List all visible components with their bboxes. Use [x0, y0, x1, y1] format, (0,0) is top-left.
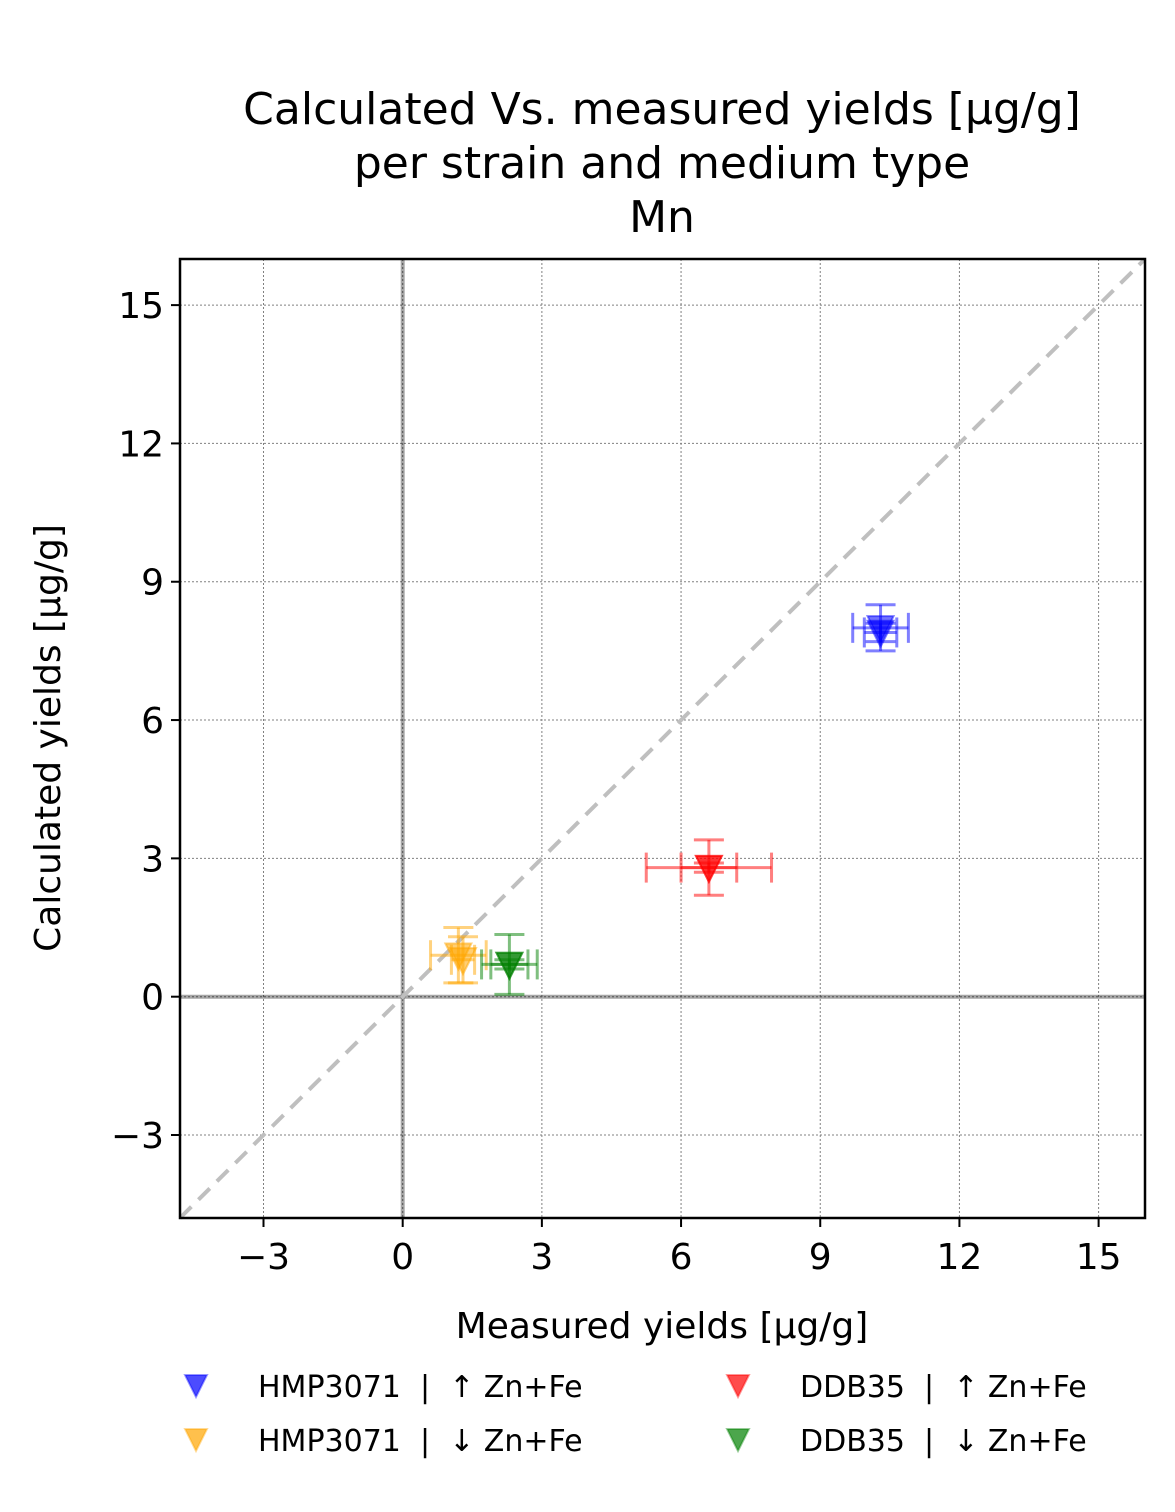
legend-label: HMP3071 | ↑ Zn+Fe: [258, 1370, 583, 1405]
legend-label: DDB35 | ↑ Zn+Fe: [800, 1370, 1087, 1405]
legend-label: HMP3071 | ↓ Zn+Fe: [258, 1424, 583, 1459]
data-layer: [429, 603, 910, 996]
identity-line: [178, 257, 1147, 1220]
series-3: [480, 932, 539, 996]
chart-title-line-3: Mn: [629, 192, 695, 243]
series-0: [851, 603, 910, 653]
y-tick-label: 15: [118, 286, 164, 327]
plot-frame: [178, 257, 1147, 1220]
data-point-marker: [865, 615, 896, 645]
y-tick-label: −3: [111, 1116, 164, 1157]
data-point-marker: [694, 854, 724, 885]
data-point-marker: [448, 947, 478, 977]
x-tick-label: 12: [937, 1237, 983, 1278]
series-2: [644, 838, 774, 897]
y-tick-label: 3: [141, 839, 164, 880]
zero-lines: [180, 259, 1145, 1218]
x-tick-label: 15: [1076, 1237, 1122, 1278]
y-tick-label: 6: [141, 701, 164, 742]
y-tick-label: 0: [141, 978, 164, 1019]
grid: [180, 259, 1145, 1218]
legend-marker: [725, 1428, 751, 1454]
legend-marker: [183, 1374, 209, 1400]
data-point-marker: [494, 951, 525, 981]
identity-dashed-line: [178, 257, 1147, 1220]
legend-label: DDB35 | ↓ Zn+Fe: [800, 1424, 1087, 1459]
chart-title-line-1: Calculated Vs. measured yields [µg/g]: [243, 84, 1081, 135]
x-tick-label: 6: [670, 1237, 693, 1278]
x-tick-label: −3: [237, 1237, 290, 1278]
chart-title-line-2: per strain and medium type: [354, 138, 970, 189]
legend: HMP3071 | ↑ Zn+Fe HMP3071 | ↓ Zn+Fe DDB35 …: [183, 1370, 1087, 1459]
y-axis-label: Calculated yields [µg/g]: [28, 524, 69, 952]
ticks: −3 0 3 6 9 12 15 −3 0 3 6 9 12 15: [111, 286, 1122, 1278]
x-tick-label: 9: [809, 1237, 832, 1278]
legend-marker: [725, 1374, 751, 1400]
legend-marker: [183, 1428, 209, 1454]
x-axis-label: Measured yields [µg/g]: [456, 1306, 869, 1347]
x-tick-label: 3: [530, 1237, 553, 1278]
y-tick-label: 9: [141, 563, 164, 604]
y-tick-label: 12: [118, 424, 164, 465]
x-tick-label: 0: [391, 1237, 414, 1278]
